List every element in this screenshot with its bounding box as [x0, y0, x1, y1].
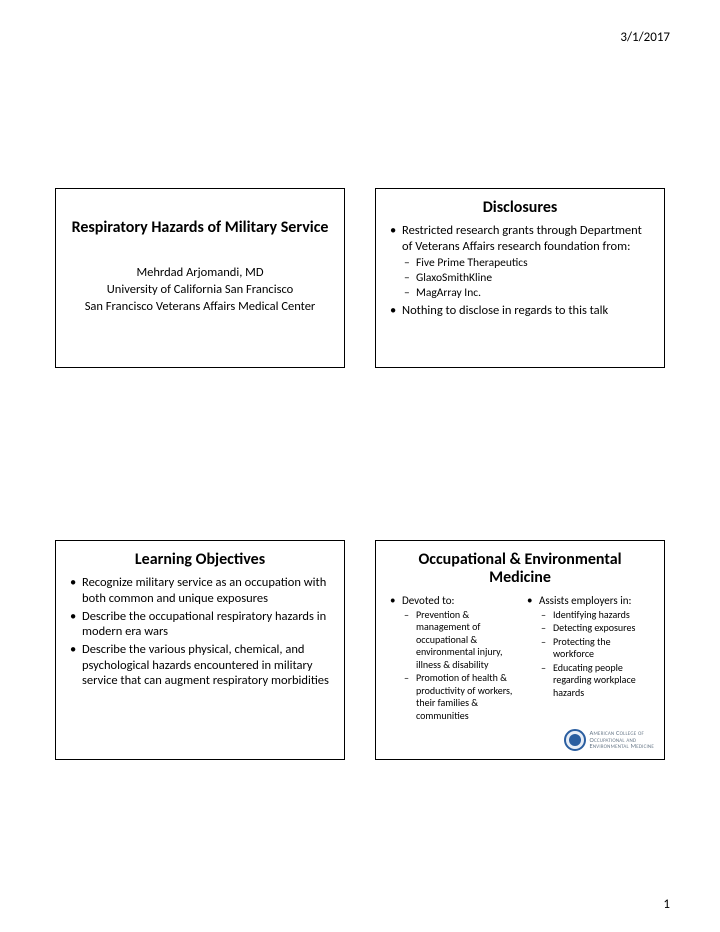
sub-list: Prevention & management of occupational …: [402, 609, 515, 723]
slide-row-2: Learning Objectives Recognize military s…: [55, 540, 665, 760]
objectives-list: Recognize military service as an occupat…: [68, 575, 332, 688]
list-item: Assists employers in: Identifying hazard…: [525, 594, 652, 699]
slide-oem: Occupational & Environmental Medicine De…: [375, 540, 665, 760]
slide-row-1: Respiratory Hazards of Military Service …: [55, 188, 665, 368]
acoem-logo: American College of Occupational and Env…: [564, 729, 655, 751]
list-text: Restricted research grants through Depar…: [402, 223, 642, 254]
list-item: Five Prime Therapeutics: [402, 256, 652, 270]
list-item: Restricted research grants through Depar…: [388, 223, 652, 300]
oem-col-right: Assists employers in: Identifying hazard…: [525, 594, 652, 724]
list-item: Identifying hazards: [539, 609, 652, 622]
list-item: Educating people regarding workplace haz…: [539, 662, 652, 700]
list-item: MagArray Inc.: [402, 286, 652, 300]
affiliation-1: University of California San Francisco: [68, 282, 332, 299]
list-item: Promotion of health & productivity of wo…: [402, 672, 515, 722]
list-item: Prevention & management of occupational …: [402, 609, 515, 672]
list-item: Devoted to: Prevention & management of o…: [388, 594, 515, 722]
list-item: Protecting the workforce: [539, 636, 652, 661]
oem-left-list: Devoted to: Prevention & management of o…: [388, 594, 515, 722]
list-item: GlaxoSmithKline: [402, 271, 652, 285]
oem-right-list: Assists employers in: Identifying hazard…: [525, 594, 652, 699]
author-name: Mehrdad Arjomandi, MD: [68, 265, 332, 282]
list-item: Detecting exposures: [539, 622, 652, 635]
sub-list: Identifying hazards Detecting exposures …: [539, 609, 652, 700]
oem-columns: Devoted to: Prevention & management of o…: [388, 594, 652, 724]
list-text: Assists employers in:: [539, 594, 631, 607]
slide-title: Respiratory Hazards of Military Service …: [55, 188, 345, 368]
acoem-logo-icon: [564, 729, 586, 751]
oem-col-left: Devoted to: Prevention & management of o…: [388, 594, 515, 724]
disclosures-list: Restricted research grants through Depar…: [388, 223, 652, 318]
list-item: Nothing to disclose in regards to this t…: [388, 303, 652, 319]
footer-page-number: 1: [663, 897, 670, 912]
slide-disclosures: Disclosures Restricted research grants t…: [375, 188, 665, 368]
list-item: Recognize military service as an occupat…: [68, 575, 332, 606]
list-item: Describe the occupational respiratory ha…: [68, 609, 332, 640]
acoem-logo-text: American College of Occupational and Env…: [590, 730, 655, 750]
list-text: Devoted to:: [402, 594, 454, 607]
header-date: 3/1/2017: [620, 30, 670, 45]
slide-learning-objectives: Learning Objectives Recognize military s…: [55, 540, 345, 760]
list-item: Describe the various physical, chemical,…: [68, 642, 332, 689]
disclosures-heading: Disclosures: [388, 199, 652, 217]
learning-objectives-heading: Learning Objectives: [68, 551, 332, 569]
sub-list: Five Prime Therapeutics GlaxoSmithKline …: [402, 256, 652, 301]
logo-line: Environmental Medicine: [590, 743, 655, 750]
slide-title-heading: Respiratory Hazards of Military Service: [68, 219, 332, 237]
oem-heading: Occupational & Environmental Medicine: [388, 551, 652, 588]
affiliation-2: San Francisco Veterans Affairs Medical C…: [68, 299, 332, 316]
